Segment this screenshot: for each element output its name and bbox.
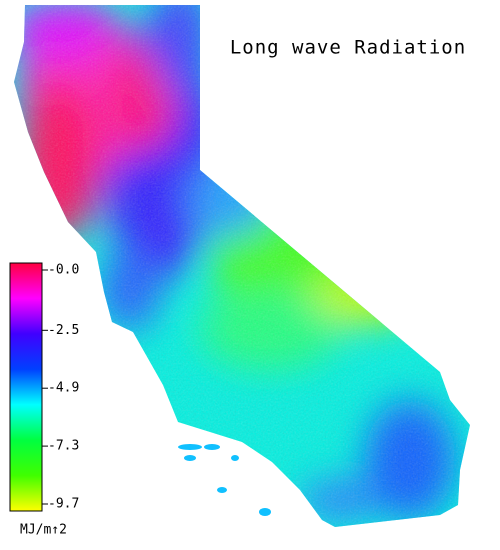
colorbar-tick-label: -0.0 (48, 263, 79, 278)
map-title: Long wave Radiation (230, 37, 466, 59)
colorbar-tick-label: -7.3 (48, 439, 79, 454)
colorbar (9, 262, 43, 512)
colorbar-unit: MJ/m↑2 (20, 523, 67, 538)
islands (178, 444, 271, 516)
colorbar-tick-label: -4.9 (48, 381, 79, 396)
colorbar-tick-label: -9.7 (48, 497, 79, 512)
colorbar-tick-label: -2.5 (48, 323, 79, 338)
